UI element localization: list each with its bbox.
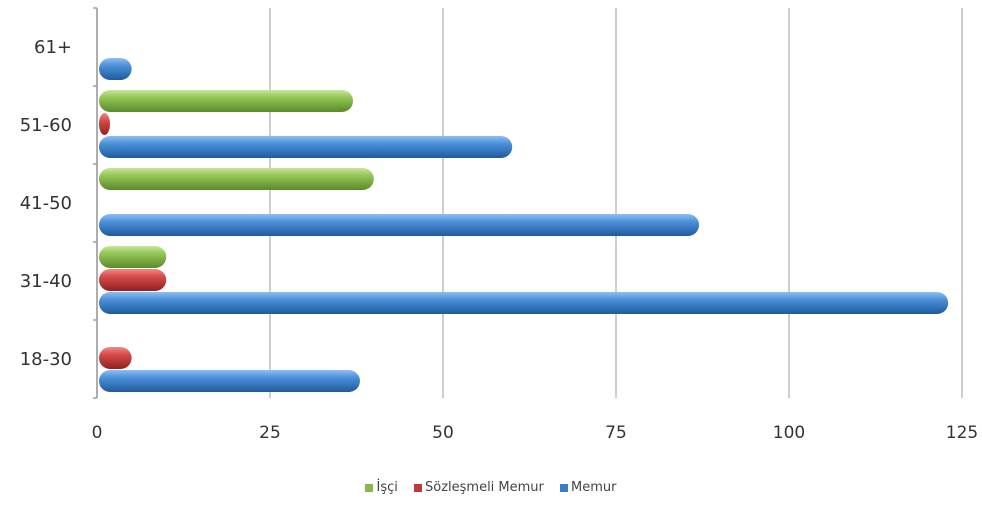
bar-memur-51-60	[99, 136, 513, 158]
y-category-label-31-40: 31-40	[20, 271, 72, 292]
bar-isci-41-50	[99, 168, 374, 190]
legend-swatch-sozlesmeli-memur	[414, 483, 422, 492]
x-tick-label-25: 25	[259, 423, 281, 443]
legend-item-isci: İşçi	[365, 480, 398, 495]
bar-chart: 0 25 50 75 100 125 18-30 31-40 41-50 51-60 61+	[20, 7, 978, 443]
x-tick-label-125: 125	[946, 423, 978, 443]
legend-label-sozlesmeli-memur: Sözleşmeli Memur	[425, 480, 544, 495]
y-category-label-41-50: 41-50	[20, 193, 72, 214]
legend-item-memur: Memur	[560, 480, 617, 495]
bar-sozlesmeli-memur-18-30	[99, 347, 132, 369]
x-tick-label-100: 100	[773, 423, 805, 443]
bar-memur-41-50	[99, 214, 700, 236]
legend-item-sozlesmeli-memur: Sözleşmeli Memur	[414, 480, 544, 495]
bar-memur-18-30	[99, 370, 360, 392]
y-category-label-61+: 61+	[34, 37, 72, 58]
bar-sozlesmeli-memur-51-60	[99, 113, 110, 135]
legend-swatch-memur	[560, 483, 569, 492]
bar-isci-51-60	[99, 90, 354, 112]
x-tick-label-75: 75	[605, 423, 627, 443]
legend-label-isci: İşçi	[376, 480, 398, 495]
bar-isci-31-40	[99, 246, 167, 268]
bar-sozlesmeli-memur-31-40	[99, 269, 167, 291]
y-category-label-18-30: 18-30	[20, 349, 72, 370]
x-tick-label-50: 50	[432, 423, 454, 443]
bar-memur-61+	[99, 58, 132, 80]
y-category-label-51-60: 51-60	[20, 115, 72, 136]
legend-label-memur: Memur	[571, 480, 617, 495]
legend-swatch-isci	[365, 483, 374, 492]
x-tick-label-0: 0	[92, 423, 103, 443]
bar-memur-31-40	[99, 292, 949, 314]
legend: İşçi Sözleşmeli Memur Memur	[0, 480, 982, 496]
